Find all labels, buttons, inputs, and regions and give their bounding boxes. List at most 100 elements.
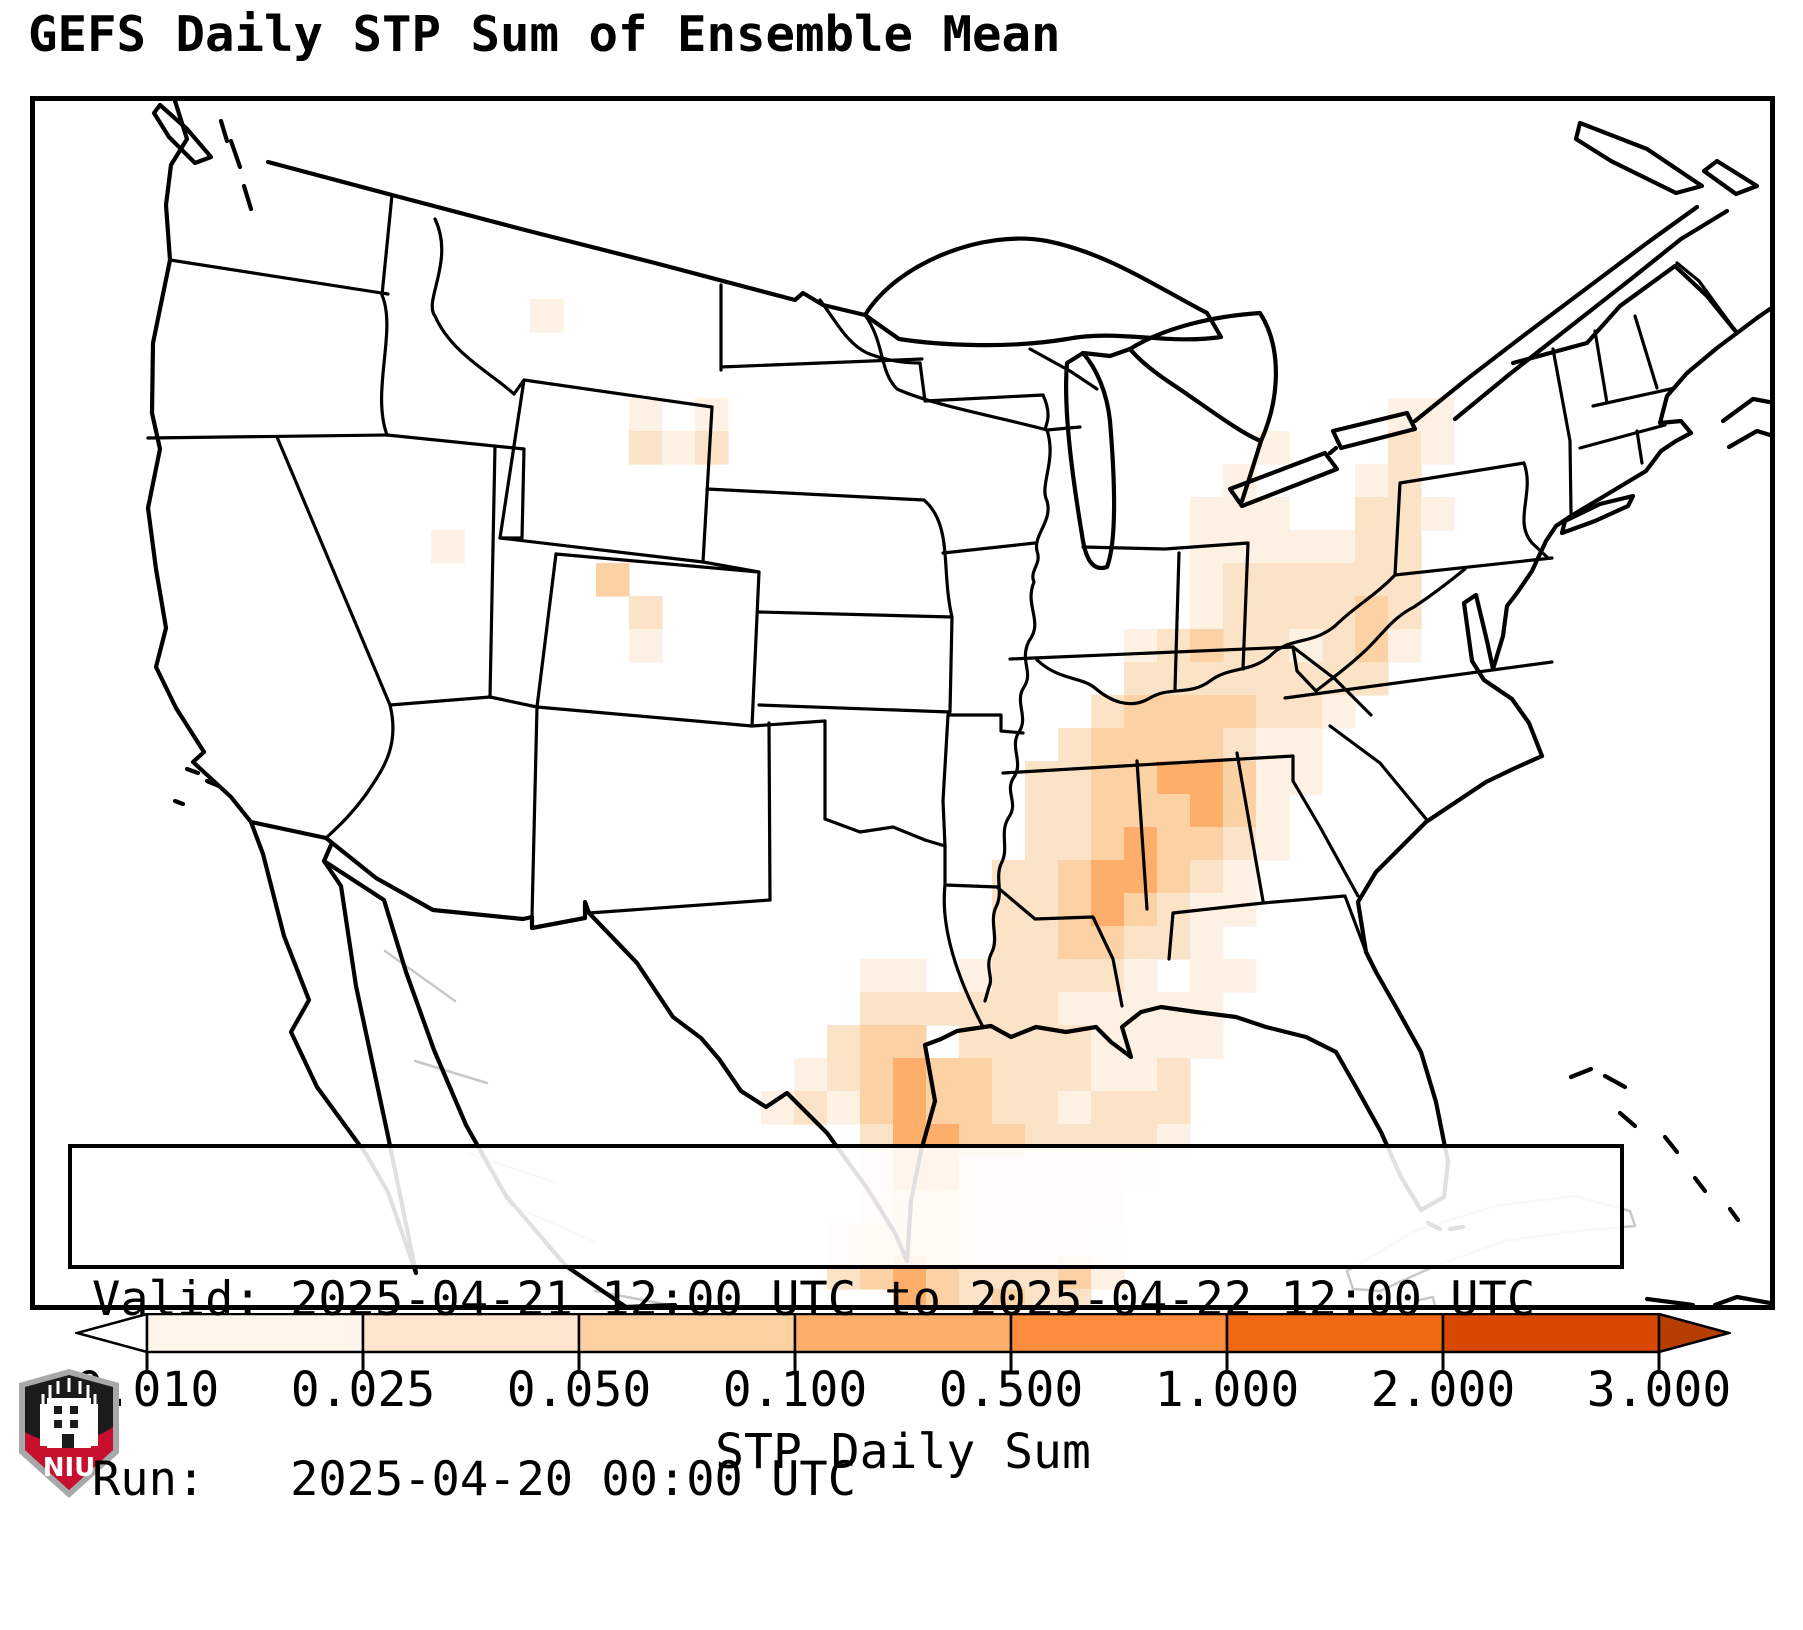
lake-superior <box>862 236 1224 348</box>
colorbar-segment <box>145 1312 365 1354</box>
stp-cell <box>1058 1289 1092 1305</box>
stp-cell <box>1124 893 1158 927</box>
colorbar <box>72 1312 1734 1375</box>
stp-cell <box>1223 629 1257 663</box>
stp-cell <box>1256 662 1290 696</box>
stp-cell <box>1157 794 1191 828</box>
border-mt-nd-sd <box>719 283 924 372</box>
stp-cell <box>860 959 894 993</box>
map-canvas: Valid: 2025-04-21 12:00 UTC to 2025-04-2… <box>30 96 1775 1507</box>
stp-cell <box>1124 1058 1158 1092</box>
gulf-atlantic-coast <box>904 306 1770 1264</box>
stp-cell <box>629 431 663 465</box>
stp-cell <box>1157 1025 1191 1059</box>
stp-cell <box>1256 497 1290 531</box>
border-red-river <box>823 817 947 848</box>
stp-cell <box>1058 893 1092 927</box>
stp-cell <box>1421 431 1455 465</box>
stp-cell <box>827 1091 861 1125</box>
stp-cell <box>1124 860 1158 894</box>
stp-cell <box>1058 860 1092 894</box>
stp-cell <box>1190 827 1224 861</box>
stp-cell <box>1091 728 1125 762</box>
stp-cell <box>926 992 960 1026</box>
stp-cell <box>992 1289 1026 1305</box>
border-ia-mo <box>941 541 1037 555</box>
stp-cell <box>1223 596 1257 630</box>
stp-cell <box>1058 827 1092 861</box>
border-wv-md-va <box>1291 567 1467 693</box>
border-la-ms <box>995 885 1124 1008</box>
stp-cell <box>1388 530 1422 564</box>
stp-cell <box>827 1025 861 1059</box>
stp-cell <box>1190 860 1224 894</box>
stp-cell <box>1355 662 1389 696</box>
stp-cell <box>1157 827 1191 861</box>
colorbar-segment <box>1225 1312 1445 1354</box>
border-wyoming <box>498 378 714 564</box>
stp-cell <box>1091 860 1125 894</box>
stp-cell <box>662 431 696 465</box>
stp-cell <box>1355 497 1389 531</box>
stp-cell <box>992 959 1026 993</box>
niu-logo: NIU <box>16 1368 122 1500</box>
stp-cell <box>1190 926 1224 960</box>
stp-cell <box>1157 629 1191 663</box>
stp-cell <box>1025 1091 1059 1125</box>
colorbar-tick-label: 3.000 <box>1586 1362 1732 1418</box>
stp-cell <box>1124 695 1158 729</box>
stp-cell <box>893 1025 927 1059</box>
stp-cell <box>1025 1058 1059 1092</box>
page-title: GEFS Daily STP Sum of Ensemble Mean <box>28 6 1061 63</box>
info-box: Valid: 2025-04-21 12:00 UTC to 2025-04-2… <box>68 1144 1624 1507</box>
stp-cell <box>629 629 663 663</box>
stp-cell <box>1223 959 1257 993</box>
stp-cell <box>1157 1058 1191 1092</box>
stp-cell <box>1124 629 1158 663</box>
stp-cell <box>794 1058 828 1092</box>
stp-cell <box>1322 629 1356 663</box>
border-colorado <box>535 552 761 728</box>
stp-cell <box>1190 497 1224 531</box>
stp-cell <box>1025 926 1059 960</box>
detroit-niagara-rivers <box>1239 438 1339 504</box>
canada-border-northeast <box>1510 263 1740 366</box>
stp-cell <box>1256 695 1290 729</box>
border-nv-ut-id <box>385 433 526 707</box>
stp-cell <box>1058 926 1092 960</box>
colorbar-tick-label: 0.100 <box>722 1362 868 1418</box>
stp-cell <box>1256 827 1290 861</box>
border-wa-or <box>168 258 390 296</box>
mackinac-straits <box>1080 346 1133 359</box>
channel-islands <box>172 766 222 807</box>
border-al-ms-ga-fl <box>1135 751 1368 961</box>
stp-cell <box>1058 794 1092 828</box>
border-az-nm <box>530 705 539 919</box>
niu-shield: NIU <box>19 1369 119 1498</box>
lake-michigan <box>1064 350 1117 571</box>
border-ut-co-az <box>488 552 558 709</box>
border-ohio-river <box>1035 573 1397 706</box>
stp-cell <box>1124 662 1158 696</box>
border-id-mt <box>430 217 516 396</box>
stp-cell <box>959 1289 993 1305</box>
stp-cell <box>1025 860 1059 894</box>
run-time-text: Run: 2025-04-20 00:00 UTC <box>92 1452 857 1507</box>
colorbar-tick-label: 0.500 <box>938 1362 1084 1418</box>
stp-cell <box>629 596 663 630</box>
colorbar-tick-label: 2.000 <box>1370 1362 1516 1418</box>
stp-cell <box>959 1091 993 1125</box>
stp-cell <box>1223 695 1257 729</box>
stp-cell <box>1322 530 1356 564</box>
stp-cell <box>1157 926 1191 960</box>
stp-cell <box>1355 464 1389 498</box>
stp-cell <box>431 530 465 564</box>
stp-cell <box>1025 992 1059 1026</box>
bahamas-islands <box>1568 1066 1741 1223</box>
stp-cell <box>1256 563 1290 597</box>
stp-cell <box>1256 794 1290 828</box>
stp-cell <box>1058 959 1092 993</box>
stp-cell <box>827 1058 861 1092</box>
border-ca-nv <box>275 435 392 707</box>
lake-huron <box>1127 310 1278 444</box>
